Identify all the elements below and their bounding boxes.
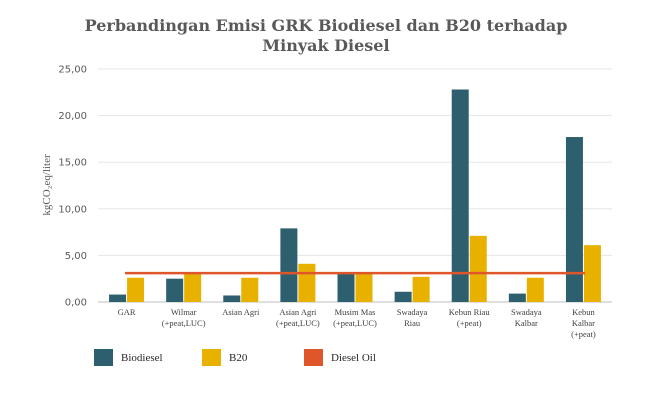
y-tick-label: 10,00 xyxy=(58,204,87,215)
y-axis-label: kgCO₂eq/liter xyxy=(41,154,53,216)
y-tick-label: 15,00 xyxy=(58,158,87,169)
x-tick-label: Asian Agri xyxy=(222,307,260,317)
chart-title-line-2: Minyak Diesel xyxy=(262,36,389,55)
x-tick-label: Kebun Kalbar (+peat) xyxy=(571,307,596,339)
bar-biodiesel xyxy=(394,291,412,302)
bar-biodiesel xyxy=(451,89,469,302)
x-tick-labels: GAR Wilmar (+peat,LUC) Asian Agri Asian Agri… xyxy=(118,307,596,339)
y-tick-label: 5,00 xyxy=(65,251,87,262)
bar-b20 xyxy=(241,277,259,302)
bar-biodiesel xyxy=(109,294,127,302)
legend-swatch-diesel-oil xyxy=(304,349,323,366)
x-tick-label: Wilmar (+peat,LUC) xyxy=(162,307,206,328)
x-tick-label: Asian Agri (+peat,LUC) xyxy=(276,307,320,328)
bar-biodiesel xyxy=(337,274,355,302)
bar-b20 xyxy=(127,277,145,302)
gridlines xyxy=(98,68,612,303)
bars xyxy=(109,89,601,302)
bar-biodiesel xyxy=(166,278,184,302)
x-tick-label: Musim Mas (+peat,LUC) xyxy=(333,307,377,328)
legend-label-biodiesel: Biodiesel xyxy=(121,352,163,364)
bar-b20 xyxy=(526,277,544,302)
bar-b20 xyxy=(184,273,202,302)
legend-swatch-biodiesel xyxy=(94,349,113,366)
bar-biodiesel xyxy=(508,293,526,302)
x-tick-label: Swadaya Riau xyxy=(397,307,428,328)
chart-title: Perbandingan Emisi GRK Biodiesel dan B20… xyxy=(85,16,568,55)
y-tick-label: 0,00 xyxy=(65,298,87,309)
bar-b20 xyxy=(355,273,373,302)
legend-label-diesel-oil: Diesel Oil xyxy=(331,352,376,364)
bar-biodiesel xyxy=(280,228,298,302)
chart-title-line-1: Perbandingan Emisi GRK Biodiesel dan B20… xyxy=(85,16,568,35)
bar-b20 xyxy=(412,276,430,302)
bar-b20 xyxy=(298,263,316,302)
bar-biodiesel xyxy=(565,137,583,302)
y-tick-label: 25,00 xyxy=(58,65,87,76)
bar-b20 xyxy=(469,235,487,302)
x-tick-label: GAR xyxy=(118,307,136,317)
bar-biodiesel xyxy=(223,295,241,302)
y-tick-label: 20,00 xyxy=(58,111,87,122)
legend: Biodiesel B20 Diesel Oil xyxy=(94,349,376,366)
legend-swatch-b20 xyxy=(202,349,221,366)
y-tick-labels: 0,00 5,00 10,00 15,00 20,00 25,00 xyxy=(58,65,87,309)
bar-b20 xyxy=(583,245,601,302)
x-tick-label: Kebun Riau (+peat) xyxy=(449,307,491,328)
legend-label-b20: B20 xyxy=(229,352,248,364)
x-tick-label: Swadaya Kalbar xyxy=(511,307,542,328)
